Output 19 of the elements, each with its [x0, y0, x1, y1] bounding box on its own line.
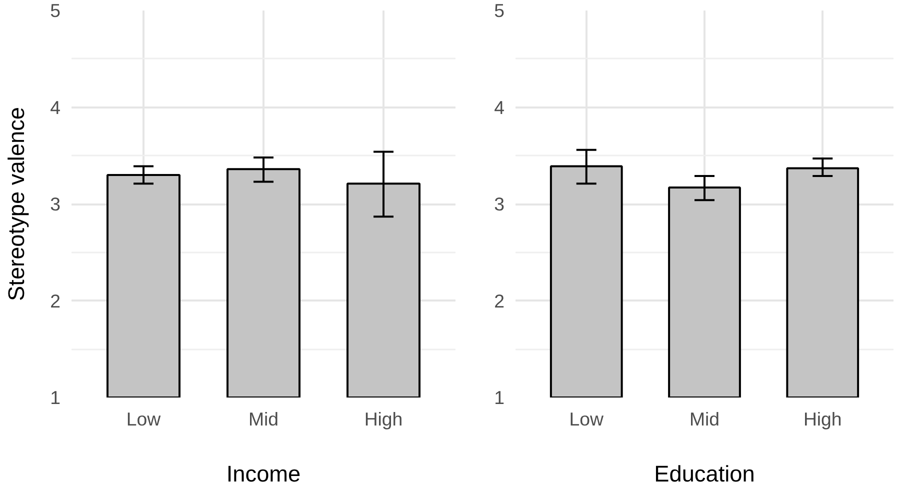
- y-tick-label: 1: [50, 387, 61, 408]
- y-tick-label: 5: [494, 0, 505, 21]
- x-tick-label: High: [364, 408, 403, 430]
- y-tick-label: 2: [50, 290, 61, 312]
- x-tick-label: High: [803, 408, 842, 430]
- y-tick-label: 3: [50, 194, 61, 214]
- y-tick-label: 4: [494, 96, 505, 118]
- y-tick-label: 5: [50, 0, 61, 21]
- y-tick-label: 3: [494, 194, 505, 214]
- x-tick-label: Mid: [689, 408, 720, 430]
- y-tick-label: 4: [50, 96, 61, 118]
- x-axis-title: Income: [226, 460, 301, 486]
- y-tick-label: 1: [494, 387, 505, 408]
- y-axis-title: Stereotype valence: [3, 107, 30, 301]
- x-axis-title: Education: [654, 460, 755, 486]
- y-tick-label: 2: [494, 290, 505, 312]
- x-tick-label: Low: [569, 408, 604, 430]
- x-tick-label: Mid: [248, 408, 279, 430]
- x-tick-label: Low: [126, 408, 162, 430]
